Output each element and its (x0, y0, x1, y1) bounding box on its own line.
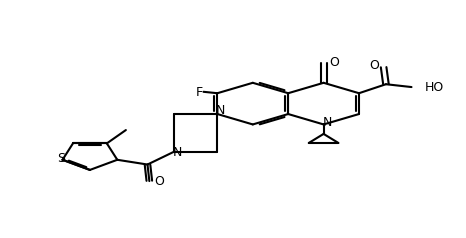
Text: F: F (196, 86, 203, 99)
Text: O: O (155, 175, 164, 188)
Text: O: O (329, 56, 339, 69)
Text: N: N (216, 104, 226, 117)
Text: N: N (322, 116, 332, 129)
Text: HO: HO (425, 80, 444, 94)
Text: N: N (173, 146, 182, 159)
Text: O: O (370, 60, 379, 73)
Text: S: S (57, 152, 65, 165)
